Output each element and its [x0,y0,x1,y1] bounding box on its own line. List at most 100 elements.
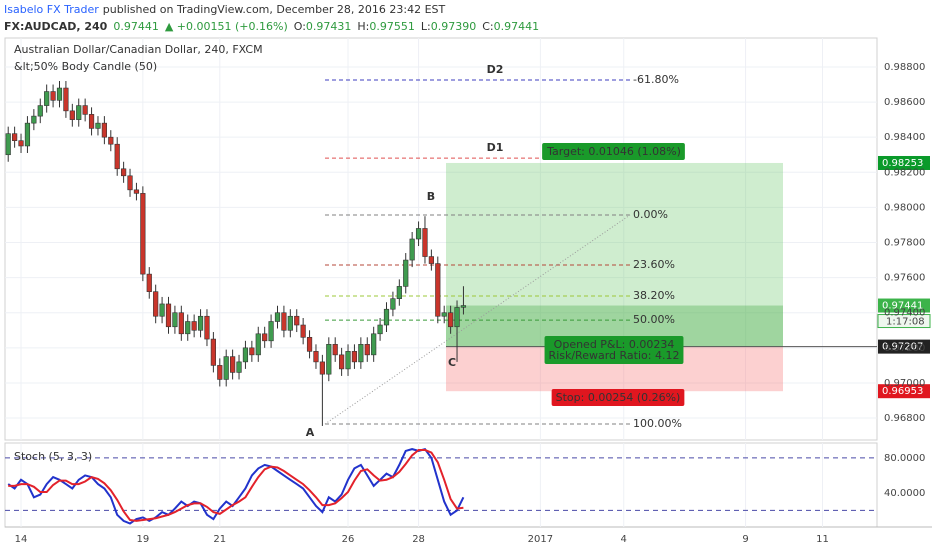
candle-body [82,105,88,115]
indicator-legend: &lt;50% Body Candle (50) [14,60,157,73]
price-marker-label: 0.97207 [882,342,923,353]
countdown-box [877,314,931,329]
candle-body [95,122,101,129]
candle-body [409,238,415,261]
candle-body [185,321,191,335]
candle-body [172,312,178,328]
y-tick-label: 0.97600 [884,273,925,284]
candle-body [358,344,364,363]
candle-body [249,347,255,356]
instrument-legend: Australian Dollar/Canadian Dollar, 240, … [14,43,263,56]
ohlc-value: 0.97390 [431,20,477,33]
pattern-label: C [448,356,456,369]
ohlc-key: C: [482,20,493,33]
stoch-line [8,449,464,522]
x-tick-label: 9 [742,534,748,545]
candle-body [101,122,107,138]
target-zone [446,162,783,347]
candle-body [262,333,268,342]
candle-body [300,324,306,338]
ohlc-value: 0.97431 [306,20,352,33]
candle-body [197,315,204,331]
d-label: D1 [487,141,504,154]
candle-body [56,87,63,101]
candle-body [88,114,95,129]
price-marker-label: 0.98253 [882,158,923,169]
candle-body [441,312,447,317]
price-marker [878,155,930,170]
ohlc-value: 0.97441 [494,20,540,33]
d-label: D2 [487,63,504,76]
fib-label: 100.00% [633,417,682,430]
candle-body [217,365,223,380]
x-tick-label: 2017 [528,534,553,545]
y-tick-label: 80.0000 [884,453,925,464]
candle-body [326,344,332,375]
candle-body [364,344,370,356]
y-tick-label: 0.98200 [884,167,925,178]
candle-body [460,305,467,308]
pattern-label: B [427,190,435,203]
pnl-label: Opened P&L: 0.00234 [554,338,675,351]
candle-body [114,143,120,170]
candle-body [223,356,229,380]
candle-body [140,193,146,275]
x-tick-label: 14 [15,534,28,545]
candle-body [319,361,325,375]
candle-body [108,136,114,145]
stop-label: Stop: 0.00254 (0.26%) [556,391,681,404]
symbol: FX:AUDCAD, 240 [4,20,108,33]
candle-body [448,312,454,328]
candle-body [204,315,210,340]
ohlc-value: 0.97551 [369,20,415,33]
candle-body [230,356,236,373]
candle-body [146,273,152,292]
price-marker [878,298,930,313]
fib-label: -61.80% [633,73,679,86]
candle-body [422,228,428,257]
candle-body [268,321,274,342]
y-tick-label: 0.98800 [884,62,925,73]
candle-body [435,263,441,317]
candle-body [454,307,460,328]
candle-body [351,351,358,363]
x-tick-label: 11 [816,534,829,545]
candle-body [390,298,396,310]
pnl-box [544,336,684,364]
y-tick-label: 0.98600 [884,97,925,108]
y-tick-label: 0.97800 [884,238,925,249]
x-tick-label: 19 [136,534,149,545]
y-tick-label: 0.96800 [884,413,925,424]
candle-body [18,140,24,147]
rr-label: Risk/Reward Ratio: 4.12 [549,349,680,362]
price-marker-label: 0.96953 [882,386,923,397]
candle-body [428,256,434,264]
ohlc-key: H: [357,20,369,33]
candle-body [415,228,422,240]
stop-label-box [551,389,685,406]
candle-body [127,175,133,191]
candle-body [69,110,75,120]
x-tick-label: 28 [412,534,425,545]
candle-body [274,312,281,322]
ohlc-key: L: [421,20,431,33]
candle-body [31,115,37,124]
y-tick-label: 0.97400 [884,308,925,319]
candle-body [44,91,50,106]
x-tick-label: 21 [213,534,226,545]
y-tick-label: 0.98400 [884,132,925,143]
candle-body [165,303,172,328]
candle-body [5,133,11,156]
target-label-box [542,143,685,160]
stoch-title: Stoch (5, 3, 3) [14,450,92,463]
target-label: Target: 0.01046 (1.08%) [546,145,681,158]
candle-body [345,351,351,370]
fib-label: 0.00% [633,208,668,221]
candle-body [255,333,261,356]
candle-body [242,347,249,363]
change: ▲ +0.00151 (+0.16%) [165,20,288,33]
candle-body [281,312,287,331]
y-tick-label: 0.97000 [884,378,925,389]
candle-body [210,338,216,366]
